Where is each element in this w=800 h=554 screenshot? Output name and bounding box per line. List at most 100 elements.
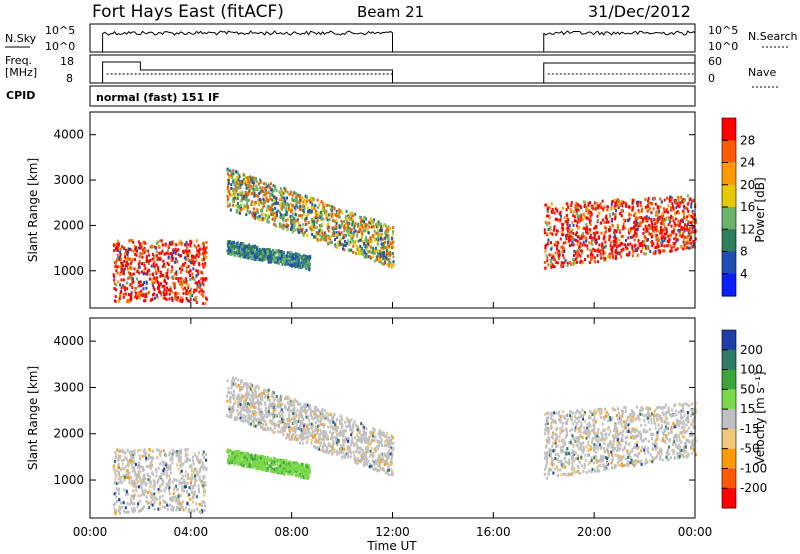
heatmap-cell	[343, 229, 346, 233]
heatmap-cell	[115, 474, 118, 478]
heatmap-cell	[172, 242, 175, 246]
heatmap-cell	[309, 255, 312, 259]
heatmap-cell	[686, 239, 689, 243]
heatmap-cell	[246, 245, 249, 249]
heatmap-cell	[346, 217, 348, 221]
heatmap-cell	[669, 243, 672, 247]
heatmap-cell	[270, 212, 273, 216]
heatmap-cell	[239, 208, 242, 212]
heatmap-cell	[589, 222, 592, 226]
heatmap-cell	[319, 216, 322, 220]
heatmap-cell	[130, 293, 133, 297]
heatmap-cell	[297, 256, 300, 260]
heatmap-cell	[268, 250, 271, 254]
heatmap-cell	[389, 241, 392, 244]
heatmap-cell	[621, 204, 624, 208]
heatmap-cell	[280, 225, 283, 229]
heatmap-cell	[235, 197, 238, 201]
heatmap-cell	[130, 475, 133, 479]
heatmap-cell	[373, 447, 376, 451]
heatmap-cell	[544, 266, 547, 270]
heatmap-cell	[380, 452, 383, 456]
heatmap-cell	[369, 240, 372, 244]
heatmap-cell	[154, 496, 157, 500]
heatmap-cell	[644, 197, 647, 201]
heatmap-cell	[586, 216, 589, 220]
heatmap-cell	[150, 245, 153, 249]
heatmap-cell	[229, 248, 232, 252]
heatmap-cell	[682, 231, 685, 235]
heatmap-cell	[573, 254, 575, 257]
heatmap-cell	[180, 264, 183, 268]
heatmap-cell	[187, 283, 190, 287]
heatmap-cell	[336, 235, 339, 239]
heatmap-cell	[242, 406, 245, 410]
heatmap-cell	[271, 430, 274, 434]
heatmap-cell	[343, 220, 346, 224]
heatmap-cell	[276, 259, 279, 263]
heatmap-cell	[292, 221, 295, 225]
heatmap-cell	[149, 485, 152, 489]
heatmap-cell	[172, 282, 175, 286]
heatmap-cell	[266, 413, 269, 417]
heatmap-cell	[196, 473, 199, 477]
heatmap-cell	[198, 247, 201, 251]
heatmap-cell	[692, 198, 695, 202]
heatmap-cell	[183, 489, 185, 493]
heatmap-cell	[163, 500, 166, 504]
heatmap-cell	[129, 272, 132, 275]
heatmap-cell	[673, 237, 676, 241]
heatmap-cell	[230, 242, 233, 246]
heatmap-cell	[161, 249, 164, 253]
heatmap-cell	[682, 209, 685, 213]
heatmap-cell	[683, 237, 686, 240]
heatmap-cell	[176, 506, 178, 510]
heatmap-cell	[303, 204, 306, 208]
heatmap-cell	[374, 459, 377, 463]
heatmap-cell	[146, 272, 149, 276]
heatmap-cell	[388, 463, 391, 467]
y-tick-label: 3000	[53, 173, 84, 187]
heatmap-cell	[611, 219, 613, 223]
heatmap-cell	[124, 286, 127, 290]
heatmap-cell	[147, 268, 150, 272]
heatmap-cell	[584, 243, 587, 247]
heatmap-cell	[300, 261, 303, 265]
heatmap-cell	[165, 281, 168, 285]
heatmap-cell	[228, 407, 231, 411]
heatmap-cell	[133, 450, 136, 454]
heatmap-cell	[153, 492, 156, 496]
heatmap-cell	[189, 510, 192, 514]
heatmap-cell	[267, 214, 270, 217]
heatmap-cell	[282, 260, 285, 264]
heatmap-cell	[168, 479, 171, 483]
heatmap-cell	[171, 299, 174, 302]
heatmap-cell	[140, 293, 143, 297]
heatmap-cell	[282, 191, 285, 195]
heatmap-cell	[679, 231, 682, 235]
heatmap-cell	[600, 231, 603, 235]
heatmap-cell	[636, 253, 639, 257]
heatmap-cell	[270, 206, 272, 210]
heatmap-cell	[193, 244, 196, 248]
heatmap-cell	[338, 241, 341, 245]
heatmap-cell	[648, 223, 651, 227]
heatmap-cell	[631, 208, 634, 212]
heatmap-cell	[670, 233, 673, 237]
heatmap-cell	[263, 186, 266, 190]
heatmap-cell	[156, 456, 159, 460]
heatmap-cell	[162, 463, 165, 467]
heatmap-cell	[635, 220, 638, 223]
heatmap-cell	[265, 192, 268, 196]
heatmap-cell	[238, 396, 241, 400]
heatmap-cell	[273, 424, 276, 428]
heatmap-cell	[168, 504, 171, 508]
colorbar-tick-label: 4	[740, 267, 748, 281]
heatmap-cell	[177, 455, 180, 459]
heatmap-cell	[277, 201, 279, 205]
noise-trace	[543, 30, 696, 52]
heatmap-cell	[173, 478, 176, 482]
heatmap-cell	[289, 256, 292, 260]
heatmap-cell	[274, 186, 276, 190]
